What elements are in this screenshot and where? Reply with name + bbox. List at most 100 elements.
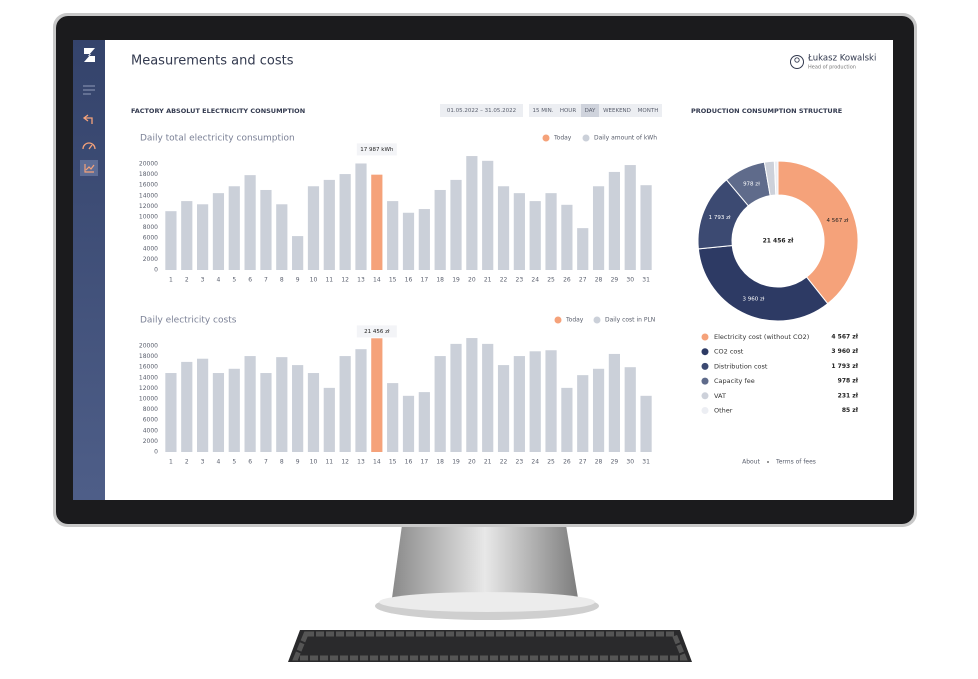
section-title: FACTORY ABSOLUT ELECTRICITY CONSUMPTION — [131, 107, 305, 115]
y-tick-label: 4000 — [143, 245, 158, 252]
bar — [323, 179, 335, 270]
footer-link[interactable]: Terms of fees — [775, 459, 816, 466]
user-role: Head of production — [808, 65, 856, 71]
legend-swatch — [701, 333, 709, 341]
range-button[interactable]: 15 MIN. — [533, 108, 554, 114]
tooltip — [356, 143, 397, 156]
bar — [292, 236, 304, 270]
bar — [165, 373, 177, 452]
x-tick-label: 19 — [452, 459, 460, 466]
x-tick-label: 31 — [642, 459, 650, 466]
x-tick-label: 19 — [452, 277, 460, 284]
legend-value: 85 zł — [842, 407, 859, 414]
y-tick-label: 10000 — [139, 214, 158, 221]
x-tick-label: 10 — [310, 459, 318, 466]
footer-separator — [767, 461, 769, 463]
x-tick-label: 27 — [579, 459, 587, 466]
x-tick-label: 25 — [547, 459, 555, 466]
x-tick-label: 30 — [626, 277, 634, 284]
x-tick-label: 29 — [611, 459, 619, 466]
legend-swatch — [701, 377, 709, 385]
bar — [196, 358, 209, 452]
range-button[interactable]: DAY — [585, 108, 596, 114]
x-tick-label: 12 — [341, 277, 349, 284]
x-tick-label: 13 — [357, 277, 365, 284]
nav-icon[interactable] — [82, 142, 96, 150]
y-tick-label: 2000 — [143, 438, 158, 445]
y-tick-label: 10000 — [139, 396, 158, 403]
bar — [418, 209, 430, 270]
bar — [545, 193, 557, 270]
bar — [339, 174, 351, 270]
range-button[interactable]: HOUR — [560, 108, 576, 114]
legend-value: 231 zł — [838, 392, 859, 399]
nav-active[interactable] — [80, 160, 98, 176]
bar — [513, 356, 525, 452]
legend-label: Daily cost in PLN — [605, 317, 655, 324]
legend-label: Today — [553, 135, 572, 142]
range-button[interactable]: WEEKEND — [603, 108, 631, 114]
bar — [608, 353, 621, 452]
logo — [84, 48, 95, 62]
y-tick-label: 6000 — [143, 235, 158, 242]
legend-value: 1 793 zł — [831, 363, 858, 370]
menu-icon[interactable] — [83, 85, 95, 95]
y-tick-label: 6000 — [143, 417, 158, 424]
bar — [434, 356, 446, 452]
range-button[interactable]: MONTH — [638, 108, 659, 114]
user-avatar[interactable] — [790, 55, 804, 69]
slice-label: 978 zł — [743, 181, 760, 187]
x-tick-label: 23 — [516, 277, 524, 284]
bar — [513, 193, 525, 270]
bar — [181, 201, 193, 270]
x-tick-label: 17 — [421, 459, 429, 466]
y-tick-label: 0 — [154, 267, 158, 274]
nav-icon[interactable] — [82, 114, 93, 124]
legend-label: VAT — [714, 392, 726, 400]
x-tick-label: 20 — [468, 459, 476, 466]
x-tick-label: 1 — [169, 459, 173, 466]
x-tick-label: 31 — [642, 277, 650, 284]
date-picker[interactable] — [440, 104, 523, 117]
x-tick-label: 6 — [248, 459, 252, 466]
bar — [577, 228, 589, 270]
donut-center-label: 21 456 zł — [763, 238, 795, 245]
y-tick-label: 12000 — [139, 385, 158, 392]
x-tick-label: 13 — [357, 459, 365, 466]
donut-slice — [777, 160, 859, 305]
bar — [402, 212, 415, 270]
legend-value: 4 567 zł — [831, 334, 858, 341]
bar — [228, 368, 240, 452]
x-tick-label: 16 — [405, 459, 413, 466]
date-range: 01.05.2022 – 31.05.2022 — [447, 108, 516, 114]
data-label: 21 456 zł — [364, 329, 390, 335]
nav-icon — [84, 164, 95, 173]
x-tick-label: 15 — [389, 459, 397, 466]
y-tick-label: 20000 — [139, 343, 158, 350]
x-tick-label: 3 — [201, 459, 205, 466]
bar — [260, 189, 272, 270]
x-tick-label: 28 — [595, 459, 603, 466]
y-tick-label: 14000 — [139, 374, 158, 381]
bar — [482, 160, 494, 270]
bar — [497, 186, 510, 270]
y-tick-label: 8000 — [143, 406, 158, 413]
y-tick-label: 14000 — [139, 192, 158, 199]
footer-link[interactable]: About — [742, 459, 760, 466]
bar — [276, 204, 288, 270]
chart-title: Daily total electricity consumption — [140, 134, 295, 144]
donut-slice — [697, 245, 829, 322]
legend-label: Electricity cost (without CO2) — [714, 333, 809, 341]
y-tick-label: 2000 — [143, 256, 158, 263]
legend-value: 3 960 zł — [831, 348, 858, 355]
x-tick-label: 23 — [516, 459, 524, 466]
x-tick-label: 5 — [232, 459, 236, 466]
monitor-stand — [392, 525, 578, 598]
legend-value: 978 zł — [838, 378, 859, 385]
slice-label: 4 567 zł — [827, 218, 849, 224]
bar — [640, 395, 652, 452]
legend-swatch — [701, 362, 709, 370]
x-tick-label: 8 — [280, 277, 284, 284]
slice-label: 1 793 zł — [709, 215, 731, 221]
